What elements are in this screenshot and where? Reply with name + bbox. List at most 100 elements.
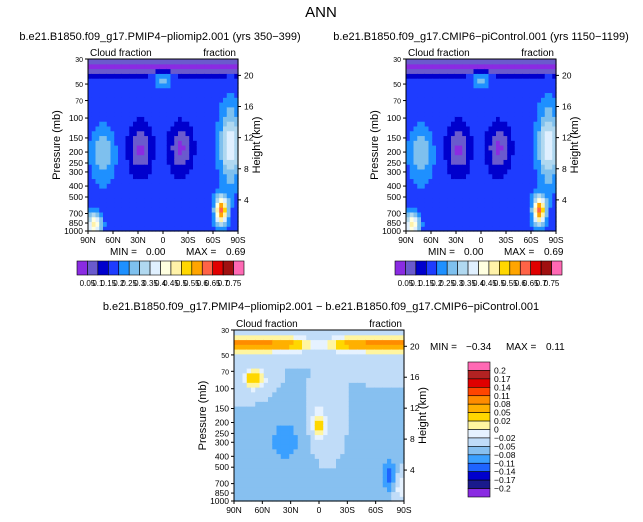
field-cell <box>511 97 516 103</box>
field-cell <box>226 202 232 208</box>
field-cell <box>331 420 337 426</box>
field-cell <box>189 116 194 122</box>
field-cell <box>178 87 183 94</box>
field-cell <box>178 211 183 218</box>
field-cell <box>378 344 384 350</box>
field-cell <box>514 173 520 180</box>
field-cell <box>189 140 194 146</box>
field-cell <box>406 159 411 165</box>
field-cell <box>499 135 505 141</box>
field-cell <box>193 173 198 180</box>
field-cell <box>189 178 194 184</box>
field-cell <box>106 63 112 70</box>
field-cell <box>466 87 471 94</box>
field-cell <box>272 387 278 393</box>
field-cell <box>481 207 486 213</box>
field-cell <box>242 401 248 407</box>
field-cell <box>492 82 497 89</box>
field-cell <box>88 192 93 199</box>
field-cell <box>413 111 418 117</box>
field-cell <box>91 73 97 79</box>
field-cell <box>357 410 363 417</box>
field-cell <box>399 420 405 426</box>
height-tick-label: 8 <box>562 164 567 174</box>
field-cell <box>293 458 299 464</box>
field-cell <box>268 425 273 431</box>
field-cell <box>340 491 346 497</box>
y-tick-label: 500 <box>215 462 229 472</box>
field-cell <box>537 149 542 156</box>
field-cell <box>331 434 337 440</box>
field-cell <box>163 78 168 84</box>
field-cell <box>144 97 149 103</box>
field-cell <box>159 145 164 151</box>
field-cell <box>121 173 127 180</box>
colorbar-label: −0.11 <box>494 458 515 468</box>
field-cell <box>263 377 269 383</box>
max-label: MAX = <box>186 247 216 258</box>
y-axis-label: Pressure (mb) <box>197 381 209 451</box>
field-cell <box>280 349 286 355</box>
field-cell <box>391 358 397 364</box>
field-cell <box>103 130 108 137</box>
field-cell <box>110 92 115 98</box>
field-cell <box>458 121 463 127</box>
field-cell <box>238 496 244 502</box>
field-cell <box>125 192 130 199</box>
field-cell <box>331 372 337 379</box>
field-cell <box>91 125 97 132</box>
x-tick-label: 90N <box>226 505 242 515</box>
field-cell <box>466 149 471 156</box>
field-cell <box>238 339 244 345</box>
field-cell <box>223 145 228 151</box>
field-cell <box>361 358 367 364</box>
field-cell <box>348 377 354 383</box>
field-cell <box>481 188 486 194</box>
field-cell <box>548 183 553 189</box>
field-cell <box>361 467 367 474</box>
field-cell <box>413 73 418 79</box>
field-cell <box>293 482 299 488</box>
field-cell <box>234 211 239 218</box>
field-cell <box>484 178 490 184</box>
field-cell <box>447 207 452 213</box>
field-cell <box>163 73 168 79</box>
field-cell <box>110 106 115 113</box>
field-cell <box>293 406 299 412</box>
field-cell <box>428 68 433 74</box>
field-cell <box>428 121 433 127</box>
field-cell <box>246 382 252 388</box>
field-cell <box>276 339 282 345</box>
field-cell <box>204 102 209 108</box>
field-cell <box>378 467 384 474</box>
field-cell <box>552 63 557 70</box>
field-cell <box>189 226 194 232</box>
field-cell <box>507 140 512 146</box>
field-cell <box>514 154 520 160</box>
field-cell <box>226 159 232 165</box>
field-cell <box>428 125 433 132</box>
field-cell <box>234 87 239 94</box>
field-cell <box>272 358 278 364</box>
field-cell <box>310 372 316 379</box>
field-cell <box>170 168 175 175</box>
field-cell <box>276 344 282 350</box>
field-cell <box>374 444 380 450</box>
field-cell <box>140 164 145 170</box>
field-cell <box>348 410 354 417</box>
field-cell <box>140 125 145 132</box>
field-cell <box>110 140 115 146</box>
field-cell <box>155 226 160 232</box>
field-cell <box>319 496 324 502</box>
field-cell <box>242 420 248 426</box>
field-cell <box>541 192 546 199</box>
field-cell <box>370 358 375 364</box>
field-cell <box>204 125 209 132</box>
colorbar-swatch <box>394 260 406 276</box>
field-cell <box>344 339 350 345</box>
field-cell <box>522 211 527 218</box>
field-cell <box>251 368 256 374</box>
field-cell <box>361 425 367 431</box>
field-cell <box>268 401 273 407</box>
field-cell <box>357 387 363 393</box>
